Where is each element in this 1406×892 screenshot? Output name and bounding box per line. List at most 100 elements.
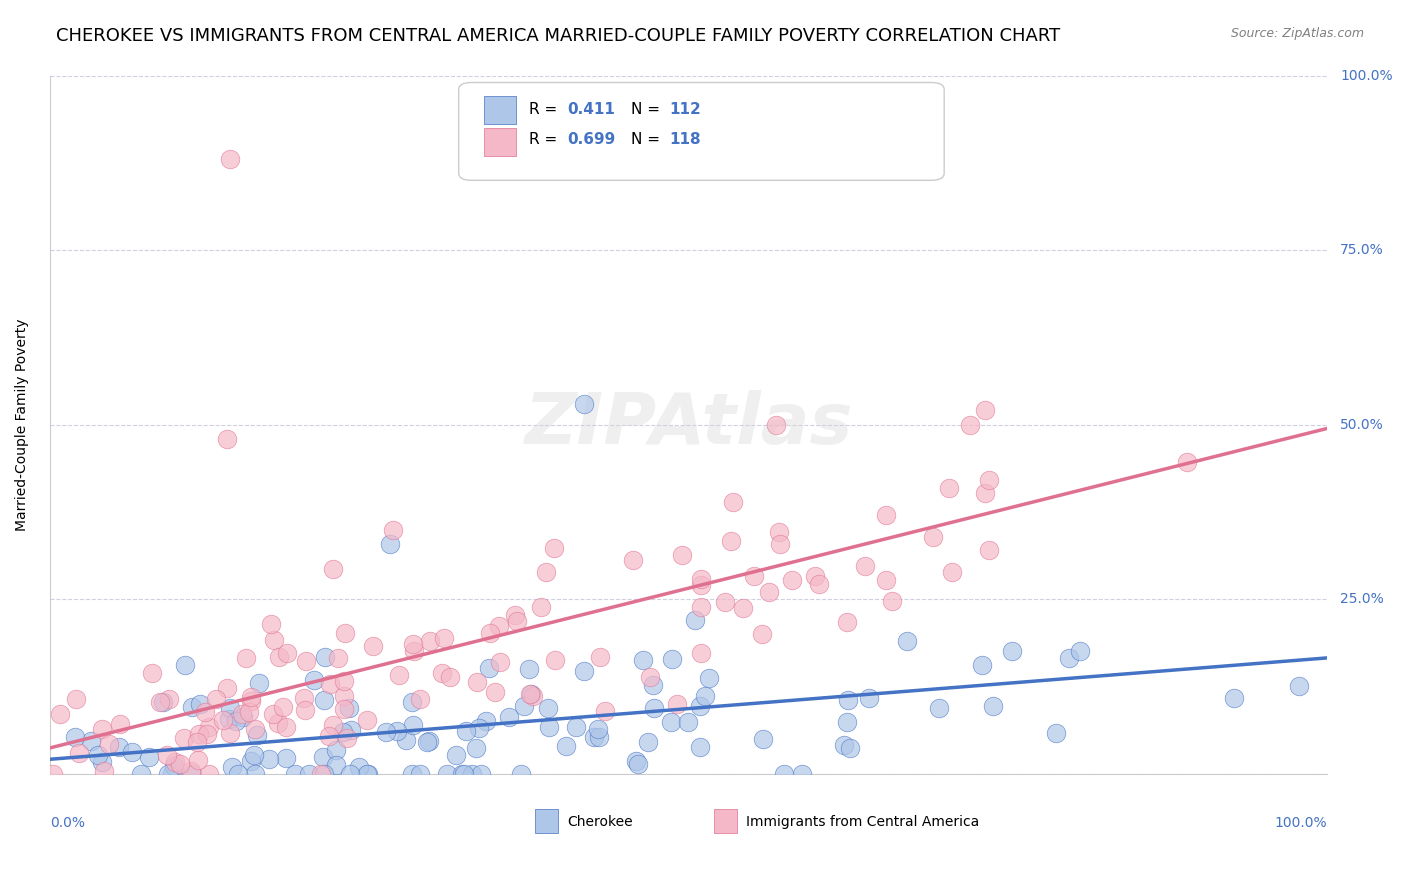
Point [543,541,565,555]
Point [356,767,378,781]
Point [488,619,510,633]
Point [108,740,131,755]
Point [643,678,665,692]
Point [333,689,356,703]
Point [108,717,131,731]
Point [835,615,858,629]
Point [713,594,735,608]
Text: CHEROKEE VS IMMIGRANTS FROM CENTRAL AMERICA MARRIED-COUPLE FAMILY POVERTY CORREL: CHEROKEE VS IMMIGRANTS FROM CENTRAL AMER… [56,27,1060,45]
Point [267,649,290,664]
Text: R =: R = [529,132,562,147]
Point [243,747,266,762]
Point [522,689,544,703]
Y-axis label: Married-Couple Family Poverty: Married-Couple Family Poverty [15,318,30,531]
Point [319,677,342,691]
Point [218,713,240,727]
Point [298,767,321,781]
Point [186,734,208,748]
Point [690,578,713,592]
Point [80,733,103,747]
Text: N =: N = [631,102,665,117]
Point [174,658,197,673]
Point [162,758,184,772]
Point [401,695,423,709]
Point [91,722,114,736]
Point [659,714,682,729]
Point [141,666,163,681]
Point [858,690,880,705]
Point [974,403,997,417]
Point [138,750,160,764]
Point [1175,455,1198,469]
Point [484,685,506,699]
Point [1288,679,1310,693]
Point [335,626,357,640]
Point [896,634,918,648]
Point [157,691,180,706]
Point [187,753,209,767]
Point [631,653,654,667]
Point [401,767,423,781]
Point [221,760,243,774]
Point [294,703,316,717]
Point [517,662,540,676]
Point [217,432,239,446]
Point [922,530,945,544]
Point [769,537,792,551]
Point [246,728,269,742]
Point [263,633,285,648]
Point [752,731,775,746]
Point [336,731,359,746]
Point [697,671,720,685]
Point [792,767,814,781]
Point [720,533,742,548]
Bar [714,809,737,833]
Point [768,524,790,539]
Point [803,568,825,582]
Point [260,617,283,632]
Point [218,153,240,167]
Point [340,723,363,737]
Text: 100.0%: 100.0% [1275,816,1327,830]
Point [488,655,510,669]
Point [751,626,773,640]
Point [180,764,202,778]
Point [215,681,238,696]
Point [239,690,262,704]
Point [468,721,491,735]
Point [837,714,859,729]
Point [979,473,1001,487]
Point [479,626,502,640]
Point [129,767,152,781]
Point [49,706,72,721]
Point [837,692,859,706]
Point [204,692,226,706]
Point [402,637,425,651]
Point [721,495,744,509]
Point [638,670,661,684]
FancyBboxPatch shape [458,82,945,180]
Point [314,767,336,781]
Text: 0.0%: 0.0% [49,816,84,830]
Point [430,666,453,681]
Point [621,553,644,567]
Point [231,706,253,721]
Point [332,725,354,739]
Point [292,690,315,705]
Point [537,701,560,715]
Point [1223,690,1246,705]
Point [689,739,711,754]
Point [855,559,877,574]
Point [419,633,441,648]
Point [302,673,325,687]
Point [773,767,796,781]
Point [470,767,492,781]
Point [165,755,187,769]
Point [464,741,486,756]
Point [294,654,316,668]
Point [503,607,526,622]
Text: 112: 112 [669,102,702,117]
Point [544,653,567,667]
Point [267,716,290,731]
Point [181,699,204,714]
